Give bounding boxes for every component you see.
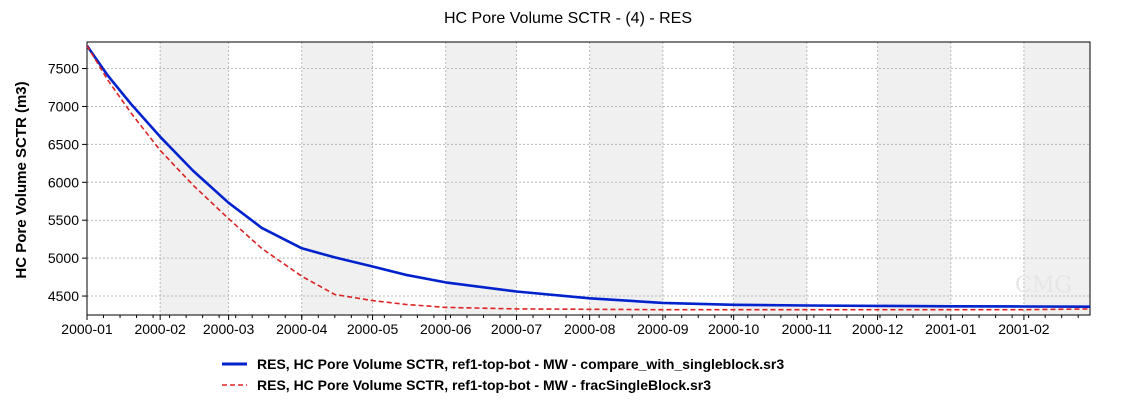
- x-tick-label: 2000-05: [347, 321, 399, 337]
- chart-title: HC Pore Volume SCTR - (4) - RES: [444, 10, 692, 27]
- x-tick-label: 2000-01: [61, 321, 113, 337]
- band: [1023, 42, 1090, 315]
- series-layer: [85, 45, 1091, 311]
- band: [589, 42, 663, 315]
- grid-lines: [86, 42, 1090, 315]
- band: [160, 42, 229, 315]
- y-tick-label: 4500: [48, 288, 79, 304]
- legend: RES, HC Pore Volume SCTR, ref1-top-bot -…: [222, 356, 784, 393]
- x-tick-label: 2000-12: [852, 321, 904, 337]
- band: [445, 42, 517, 315]
- legend-label-2: RES, HC Pore Volume SCTR, ref1-top-bot -…: [257, 377, 711, 393]
- x-tick-label: 2000-09: [637, 321, 689, 337]
- y-tick-label: 7000: [48, 98, 79, 114]
- band: [733, 42, 807, 315]
- series-line-1: [85, 45, 1091, 309]
- y-tick-label: 5000: [48, 250, 79, 266]
- legend-label-1: RES, HC Pore Volume SCTR, ref1-top-bot -…: [257, 356, 784, 372]
- x-tick-label: 2001-02: [998, 321, 1050, 337]
- watermark: CMG: [1015, 273, 1072, 298]
- x-tick-label: 2000-06: [420, 321, 472, 337]
- alternating-bands: [160, 42, 1090, 315]
- y-tick-label: 6000: [48, 174, 79, 190]
- plot-area-frame: [86, 41, 1091, 316]
- y-tick-label: 5500: [48, 212, 79, 228]
- series-line-2: [86, 45, 1091, 311]
- x-tick-label: 2000-07: [491, 321, 543, 337]
- x-tick-label: 2000-08: [564, 321, 616, 337]
- band: [877, 42, 951, 315]
- y-axis-label: HC Pore Volume SCTR (m3): [13, 81, 30, 278]
- y-tick-label: 6500: [48, 136, 79, 152]
- y-tick-label: 7500: [48, 61, 79, 77]
- band: [301, 42, 373, 315]
- x-axis: 2000-01 2000-02 2000-03 2000-04 2000-05 2000-…: [61, 315, 1079, 337]
- x-tick-label: 2000-10: [708, 321, 760, 337]
- x-tick-label: 2000-02: [134, 321, 186, 337]
- x-tick-label: 2000-11: [782, 321, 833, 337]
- x-tick-label: 2001-01: [925, 321, 977, 337]
- x-tick-label: 2000-03: [203, 321, 255, 337]
- x-tick-label: 2000-04: [276, 321, 328, 337]
- y-axis: 4500 5000 5500 6000 6500 7000 7500: [48, 61, 87, 304]
